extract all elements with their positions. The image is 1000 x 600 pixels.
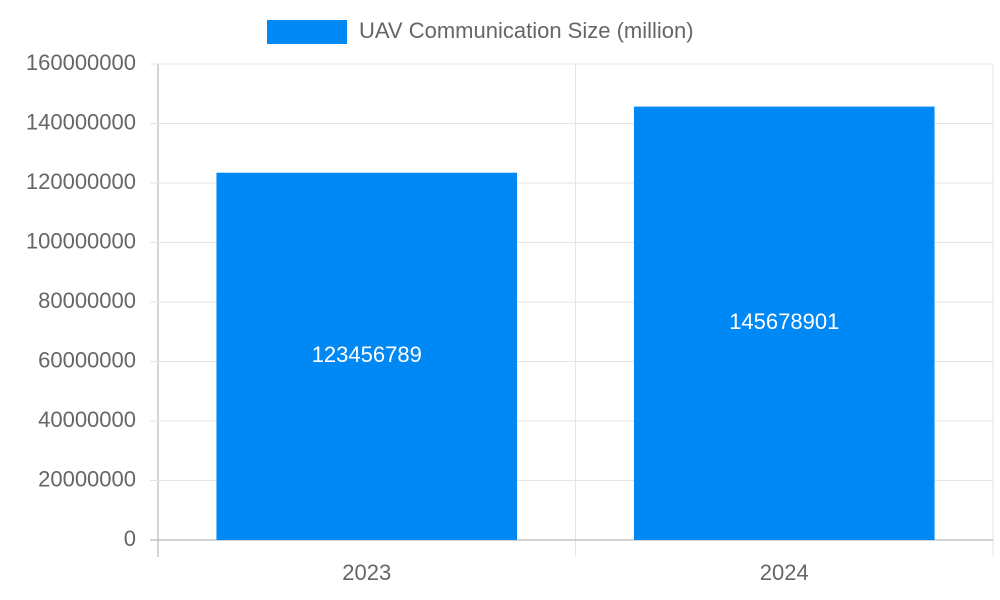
bar <box>216 172 518 540</box>
legend-label: UAV Communication Size (million) <box>359 18 694 43</box>
y-tick-label: 40000000 <box>38 407 136 432</box>
y-tick-label: 100000000 <box>26 228 136 253</box>
y-tick-label: 80000000 <box>38 288 136 313</box>
value-label: 145678901 <box>729 309 839 334</box>
x-tick-label: 2024 <box>760 560 809 585</box>
bar <box>633 106 935 540</box>
y-tick-label: 160000000 <box>26 50 136 75</box>
y-tick-label: 60000000 <box>38 347 136 372</box>
y-tick-label: 140000000 <box>26 109 136 134</box>
y-tick-label: 0 <box>124 526 136 551</box>
x-tick-label: 2023 <box>342 560 391 585</box>
y-tick-label: 120000000 <box>26 169 136 194</box>
y-tick-label: 20000000 <box>38 466 136 491</box>
value-label: 123456789 <box>312 342 422 367</box>
legend-swatch <box>267 20 347 44</box>
